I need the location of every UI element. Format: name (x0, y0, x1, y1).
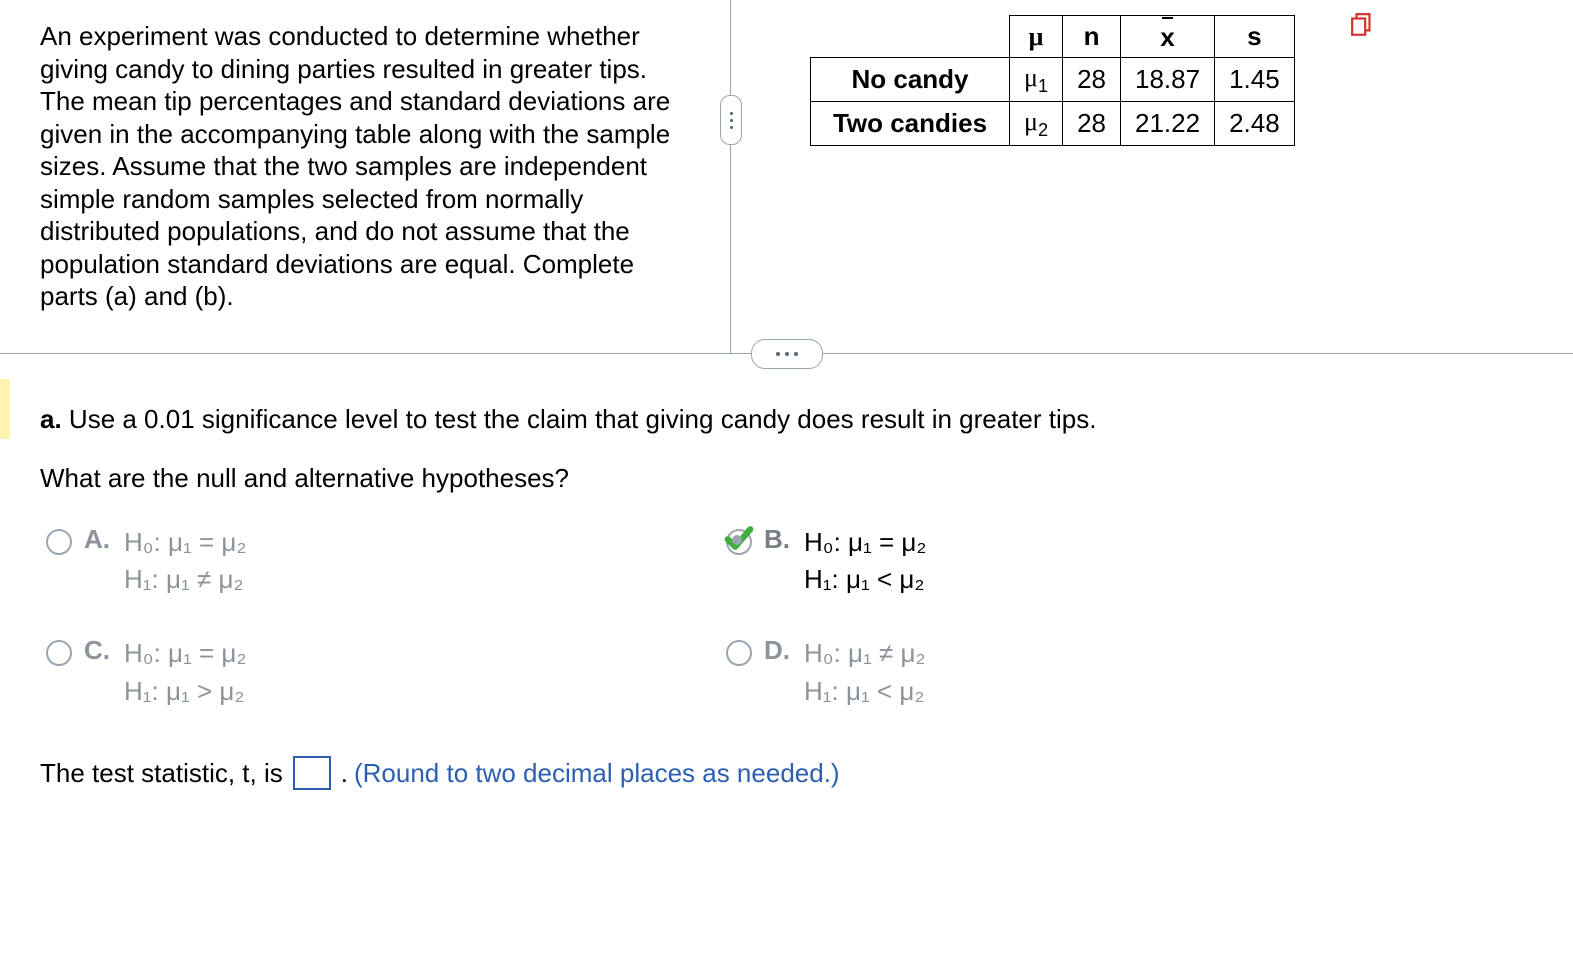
test-stat-lead: The test statistic, t, is (40, 758, 283, 789)
choice-d[interactable]: D. H₀: μ₁ ≠ μ₂ H₁: μ₁ < μ₂ (726, 635, 1386, 710)
row-label: No candy (811, 58, 1010, 102)
data-table: μ n x s No candy μ1 28 18.87 1.45 (810, 15, 1295, 146)
table-head-blank (811, 16, 1010, 58)
choice-a-label: A. (84, 524, 112, 555)
problem-top-pane: An experiment was conducted to determine… (0, 0, 1573, 353)
choice-a[interactable]: A. H₀: μ₁ = μ₂ H₁: μ₁ ≠ μ₂ (46, 524, 706, 599)
choice-c[interactable]: C. H₀: μ₁ = μ₂ H₁: μ₁ > μ₂ (46, 635, 706, 710)
choice-d-body: H₀: μ₁ ≠ μ₂ H₁: μ₁ < μ₂ (804, 635, 926, 710)
radio-b[interactable] (726, 529, 752, 555)
cell-xbar: 18.87 (1121, 58, 1215, 102)
part-a-text: Use a 0.01 significance level to test th… (62, 404, 1097, 434)
choice-b-label: B. (764, 524, 792, 555)
cell-n: 28 (1063, 58, 1121, 102)
vertical-resize-handle[interactable] (720, 95, 742, 145)
cell-s: 2.48 (1215, 102, 1295, 146)
choice-c-label: C. (84, 635, 112, 666)
choice-c-body: H₀: μ₁ = μ₂ H₁: μ₁ > μ₂ (124, 635, 246, 710)
question-panel: a. Use a 0.01 significance level to test… (0, 354, 1573, 791)
part-a-prefix: a. (40, 404, 62, 434)
test-stat-input[interactable] (293, 756, 331, 790)
radio-c[interactable] (46, 640, 72, 666)
radio-d[interactable] (726, 640, 752, 666)
cell-mu: μ1 (1010, 58, 1063, 102)
test-statistic-line: The test statistic, t, is . (Round to tw… (40, 756, 1533, 790)
check-icon (724, 523, 754, 560)
copy-icon[interactable] (1350, 12, 1376, 38)
vertical-separator (730, 0, 731, 353)
table-head-n: n (1063, 16, 1121, 58)
table-head-xbar: x (1121, 16, 1215, 58)
choice-d-label: D. (764, 635, 792, 666)
cell-mu: μ2 (1010, 102, 1063, 146)
rounding-note: (Round to two decimal places as needed.) (354, 758, 840, 789)
cell-s: 1.45 (1215, 58, 1295, 102)
table-head-s: s (1215, 16, 1295, 58)
choice-a-body: H₀: μ₁ = μ₂ H₁: μ₁ ≠ μ₂ (124, 524, 246, 599)
table-head-mu: μ (1010, 16, 1063, 58)
problem-prompt: An experiment was conducted to determine… (40, 20, 680, 313)
part-a-line: a. Use a 0.01 significance level to test… (40, 404, 1533, 435)
choice-b-body: H₀: μ₁ = μ₂ H₁: μ₁ < μ₂ (804, 524, 926, 599)
cell-n: 28 (1063, 102, 1121, 146)
hypotheses-question: What are the null and alternative hypoth… (40, 463, 1533, 494)
radio-a[interactable] (46, 529, 72, 555)
table-row: Two candies μ2 28 21.22 2.48 (811, 102, 1295, 146)
table-row: No candy μ1 28 18.87 1.45 (811, 58, 1295, 102)
test-stat-tail: . (341, 758, 348, 789)
highlight-marker (0, 379, 10, 439)
choices-grid: A. H₀: μ₁ = μ₂ H₁: μ₁ ≠ μ₂ B. H₀ (46, 524, 1533, 711)
data-table-wrap: μ n x s No candy μ1 28 18.87 1.45 (810, 15, 1295, 146)
choice-b[interactable]: B. H₀: μ₁ = μ₂ H₁: μ₁ < μ₂ (726, 524, 1386, 599)
row-label: Two candies (811, 102, 1010, 146)
cell-xbar: 21.22 (1121, 102, 1215, 146)
